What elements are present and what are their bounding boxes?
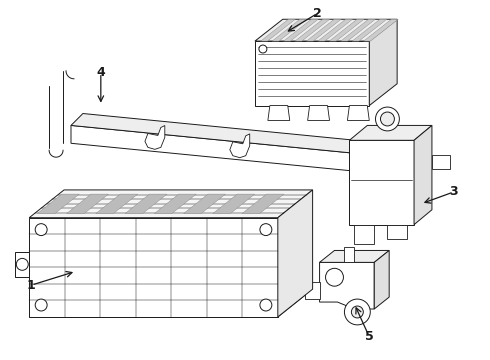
- Polygon shape: [349, 125, 432, 140]
- Polygon shape: [145, 126, 165, 149]
- Polygon shape: [329, 19, 364, 41]
- Polygon shape: [374, 143, 386, 173]
- Polygon shape: [341, 19, 375, 41]
- Polygon shape: [268, 105, 290, 121]
- Polygon shape: [295, 19, 330, 41]
- Polygon shape: [318, 19, 352, 41]
- Circle shape: [16, 258, 28, 270]
- Polygon shape: [255, 41, 369, 105]
- Polygon shape: [213, 194, 255, 213]
- Text: 5: 5: [365, 330, 374, 343]
- Polygon shape: [29, 190, 313, 218]
- Polygon shape: [306, 19, 341, 41]
- Polygon shape: [344, 247, 354, 262]
- Polygon shape: [319, 251, 389, 262]
- Polygon shape: [352, 19, 387, 41]
- Polygon shape: [29, 289, 313, 317]
- Polygon shape: [387, 225, 407, 239]
- Polygon shape: [414, 125, 432, 225]
- Polygon shape: [278, 190, 313, 317]
- Polygon shape: [15, 252, 29, 277]
- Polygon shape: [67, 194, 108, 213]
- Circle shape: [344, 299, 370, 325]
- Polygon shape: [71, 113, 386, 155]
- Polygon shape: [242, 194, 284, 213]
- Circle shape: [259, 45, 267, 53]
- Polygon shape: [305, 282, 319, 299]
- Polygon shape: [230, 134, 250, 158]
- Polygon shape: [308, 105, 329, 121]
- Text: 2: 2: [313, 7, 322, 20]
- Circle shape: [351, 306, 363, 318]
- Polygon shape: [354, 225, 374, 244]
- Polygon shape: [347, 105, 369, 121]
- Polygon shape: [154, 194, 196, 213]
- Circle shape: [380, 112, 394, 126]
- Polygon shape: [71, 125, 374, 173]
- Circle shape: [35, 299, 47, 311]
- Polygon shape: [374, 251, 389, 309]
- Circle shape: [260, 224, 272, 235]
- Polygon shape: [255, 19, 397, 41]
- Text: 4: 4: [97, 66, 105, 79]
- Polygon shape: [37, 194, 79, 213]
- Polygon shape: [364, 19, 398, 41]
- Polygon shape: [29, 218, 278, 317]
- Polygon shape: [96, 194, 138, 213]
- Polygon shape: [184, 194, 225, 213]
- Polygon shape: [349, 140, 414, 225]
- Circle shape: [35, 224, 47, 235]
- Polygon shape: [284, 19, 318, 41]
- Text: 3: 3: [449, 185, 458, 198]
- Polygon shape: [272, 19, 307, 41]
- Circle shape: [325, 268, 343, 286]
- Polygon shape: [261, 19, 295, 41]
- Polygon shape: [432, 155, 450, 169]
- Text: 1: 1: [27, 279, 36, 292]
- Polygon shape: [369, 19, 397, 105]
- Polygon shape: [125, 194, 167, 213]
- Circle shape: [375, 107, 399, 131]
- Polygon shape: [319, 262, 374, 309]
- Circle shape: [260, 299, 272, 311]
